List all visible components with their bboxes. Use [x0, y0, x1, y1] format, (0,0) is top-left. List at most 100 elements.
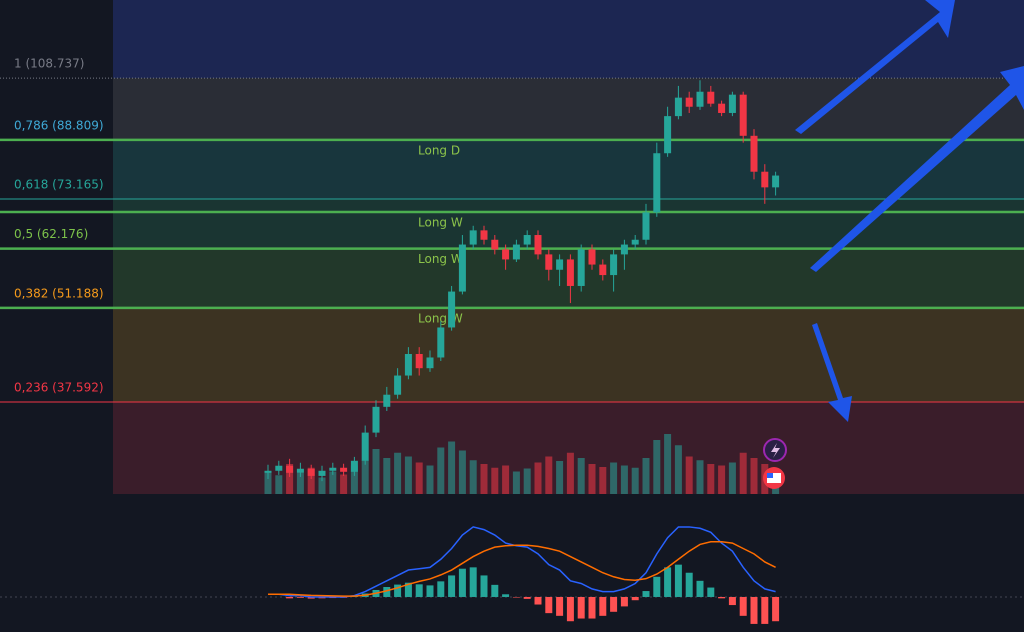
volume-bar — [318, 477, 326, 494]
volume-bar — [577, 458, 585, 494]
candle-body — [264, 470, 272, 473]
volume-bar — [739, 452, 747, 494]
volume-bar — [685, 456, 693, 494]
candle-body — [329, 467, 337, 471]
volume-bar — [480, 464, 488, 494]
histogram-bar — [707, 587, 715, 597]
volume-bar — [286, 464, 294, 494]
fib-level-label: 0,786 (88.809) — [14, 118, 104, 132]
candle-body — [761, 171, 769, 188]
candle-body — [307, 468, 315, 476]
zone — [113, 307, 1024, 402]
histogram-bar — [631, 596, 639, 601]
histogram-bar — [469, 567, 477, 597]
volume-bar — [415, 462, 423, 494]
volume-bar — [502, 465, 510, 494]
histogram-bar — [718, 596, 726, 599]
volume-bar — [491, 467, 499, 494]
candle-body — [361, 432, 369, 461]
histogram-bar — [480, 575, 488, 597]
fib-level-label: 0,236 (37.592) — [14, 380, 104, 394]
volume-bar — [458, 450, 466, 494]
fib-level-label: 0,5 (62.176) — [14, 227, 88, 241]
histogram-bar — [664, 567, 672, 597]
candle-body — [512, 244, 520, 260]
volume-bar — [275, 475, 283, 494]
arrow — [795, 0, 955, 134]
volume-bar — [566, 452, 574, 494]
candle-body — [588, 249, 596, 265]
volume-bar — [404, 456, 412, 494]
candle-body — [664, 116, 672, 154]
candle-body — [458, 244, 466, 292]
macd-line — [268, 541, 776, 597]
candle-body — [718, 103, 726, 113]
volume-bar — [588, 464, 596, 494]
volume-bar — [264, 471, 272, 494]
histogram-bar — [512, 596, 520, 598]
histogram-bar — [556, 596, 564, 616]
candle-body — [426, 357, 434, 369]
histogram-bar — [458, 568, 466, 597]
candle-body — [469, 230, 477, 245]
histogram-bar — [674, 564, 682, 597]
candle-body — [296, 468, 304, 473]
candle-body — [707, 91, 715, 104]
volume-bar — [340, 474, 348, 494]
candle-body — [674, 97, 682, 117]
volume-bar — [674, 445, 682, 494]
candle-body — [599, 264, 607, 276]
histogram-bar — [772, 596, 780, 622]
position-label: Long W — [418, 252, 463, 266]
candle-body — [404, 354, 412, 376]
volume-bar — [728, 462, 736, 494]
position-label: Long W — [418, 215, 463, 229]
histogram-bar — [739, 596, 747, 616]
volume-bar — [361, 460, 369, 494]
position-label: Long D — [418, 143, 460, 157]
bolt — [771, 443, 780, 458]
candle-body — [642, 212, 650, 240]
candle-body — [685, 97, 693, 107]
plot: 1 (108.737) 0,786 (88.809) 0,618 (73.165) 0… — [0, 57, 1024, 624]
zone — [113, 78, 1024, 140]
zone — [113, 0, 1024, 79]
candle-body — [340, 467, 348, 472]
flag-canton — [767, 473, 773, 478]
candle-body — [728, 94, 736, 113]
volume-bar — [610, 462, 618, 494]
volume-bar — [664, 434, 672, 494]
candle-body — [394, 375, 402, 395]
candle-body — [502, 249, 510, 260]
histogram-bar — [620, 596, 628, 607]
volume-bar — [437, 447, 445, 494]
candle-body — [534, 235, 542, 255]
zone — [113, 198, 1024, 249]
candle-body — [383, 394, 391, 407]
candle-body — [523, 235, 531, 245]
volume-bar — [426, 465, 434, 494]
volume-bar — [296, 473, 304, 494]
volume-bar — [599, 467, 607, 494]
candle-body — [696, 91, 704, 107]
volume-bar — [469, 460, 477, 494]
volume-bar — [394, 452, 402, 494]
histogram-bar — [610, 596, 618, 612]
histogram-bar — [404, 582, 412, 597]
volume-bar — [620, 465, 628, 494]
histogram-bar — [296, 596, 304, 598]
candle-body — [350, 460, 358, 472]
fib-level-label: 0,382 (51.188) — [14, 286, 104, 300]
volume-bar — [523, 468, 531, 494]
fib-level-label: 0,618 (73.165) — [14, 177, 104, 191]
candle-body — [480, 230, 488, 240]
histogram-bar — [545, 596, 553, 614]
volume-bar — [707, 464, 715, 494]
candle-body — [750, 135, 758, 172]
candle-body — [275, 465, 283, 471]
histogram-bar — [642, 591, 650, 597]
fib-level-label: 1 (108.737) — [14, 57, 84, 71]
histogram-bar — [415, 584, 423, 597]
histogram-bar — [599, 596, 607, 616]
